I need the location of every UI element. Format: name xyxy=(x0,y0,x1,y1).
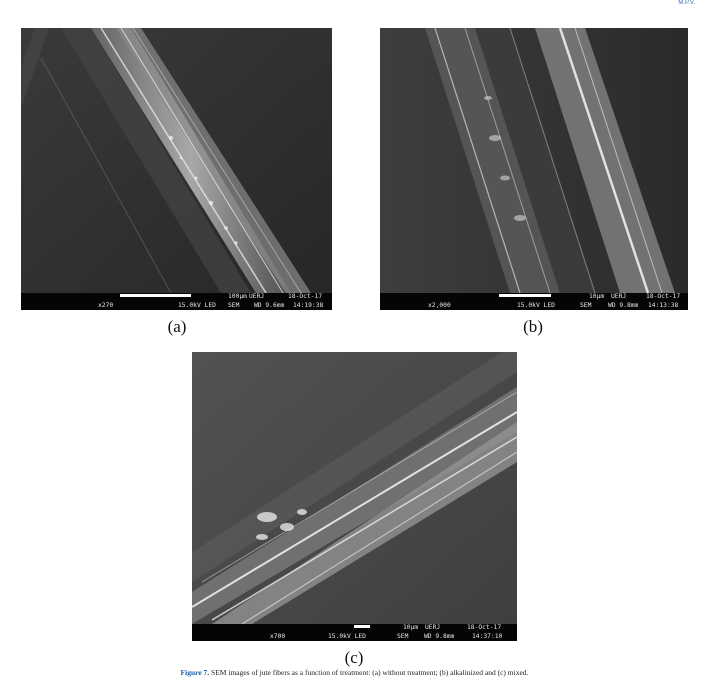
scale-value-b: 10µm xyxy=(589,293,605,300)
mode-a: SEM xyxy=(228,302,240,309)
mode-c: SEM xyxy=(397,633,409,640)
sem-image-b: 10µm UERJ 18-Oct-17 x2,000 15.0kV LED SE… xyxy=(380,28,688,310)
institution-c: UERJ xyxy=(425,624,441,631)
figure-number: Figure 7. xyxy=(180,668,210,677)
panel-label-a: (a) xyxy=(167,317,187,336)
sem-micrograph-b xyxy=(380,28,688,310)
wd-a: WD 9.6mm xyxy=(254,302,285,309)
date-a: 18-Oct-17 xyxy=(288,293,323,300)
sem-image-c: 10µm UERJ 18-Oct-17 x700 15.0kV LED SEM … xyxy=(192,352,517,641)
wd-c: WD 9.8mm xyxy=(424,633,455,640)
databar-b: 10µm UERJ 18-Oct-17 x2,000 15.0kV LED SE… xyxy=(380,293,688,310)
databar-a: 100µm UERJ 18-Oct-17 x270 15.0kV LED SEM… xyxy=(21,293,332,310)
voltage-a: 15.0kV LED xyxy=(178,302,216,309)
time-b: 14:13:38 xyxy=(648,302,679,309)
caption-text: SEM images of jute fibers as a function … xyxy=(209,668,529,677)
scale-value-c: 10µm xyxy=(403,624,419,631)
wd-b: WD 9.8mm xyxy=(608,302,639,309)
databar-c: 10µm UERJ 18-Oct-17 x700 15.0kV LED SEM … xyxy=(192,624,517,641)
scale-value-a: 100µm xyxy=(228,293,247,300)
panel-label-b: (b) xyxy=(523,317,543,336)
date-b: 18-Oct-17 xyxy=(646,293,681,300)
mode-b: SEM xyxy=(580,302,592,309)
panel-b: 10µm UERJ 18-Oct-17 x2,000 15.0kV LED SE… xyxy=(380,28,688,310)
time-c: 14:37:10 xyxy=(472,633,503,640)
voltage-c: 15.0kV LED xyxy=(328,633,366,640)
institution-b: UERJ xyxy=(611,293,627,300)
voltage-b: 15.0kV LED xyxy=(517,302,555,309)
panel-c: 10µm UERJ 18-Oct-17 x700 15.0kV LED SEM … xyxy=(192,352,517,641)
sem-micrograph-c xyxy=(192,352,517,641)
time-a: 14:19:38 xyxy=(293,302,324,309)
panel-label-c: (c) xyxy=(344,648,364,667)
magnification-a: x270 xyxy=(98,302,114,309)
date-c: 18-Oct-17 xyxy=(467,624,502,631)
sem-image-a: 100µm UERJ 18-Oct-17 x270 15.0kV LED SEM… xyxy=(21,28,332,310)
corner-mark: M.P.V. xyxy=(678,0,695,6)
scale-bar-c xyxy=(354,625,370,628)
panel-a: 100µm UERJ 18-Oct-17 x270 15.0kV LED SEM… xyxy=(21,28,332,310)
sem-micrograph-a xyxy=(21,28,332,310)
institution-a: UERJ xyxy=(249,293,265,300)
magnification-c: x700 xyxy=(270,633,286,640)
magnification-b: x2,000 xyxy=(428,302,451,309)
figure-caption: Figure 7. SEM images of jute fibers as a… xyxy=(0,668,709,677)
scale-bar-a xyxy=(120,294,191,297)
scale-bar-b xyxy=(499,294,551,297)
